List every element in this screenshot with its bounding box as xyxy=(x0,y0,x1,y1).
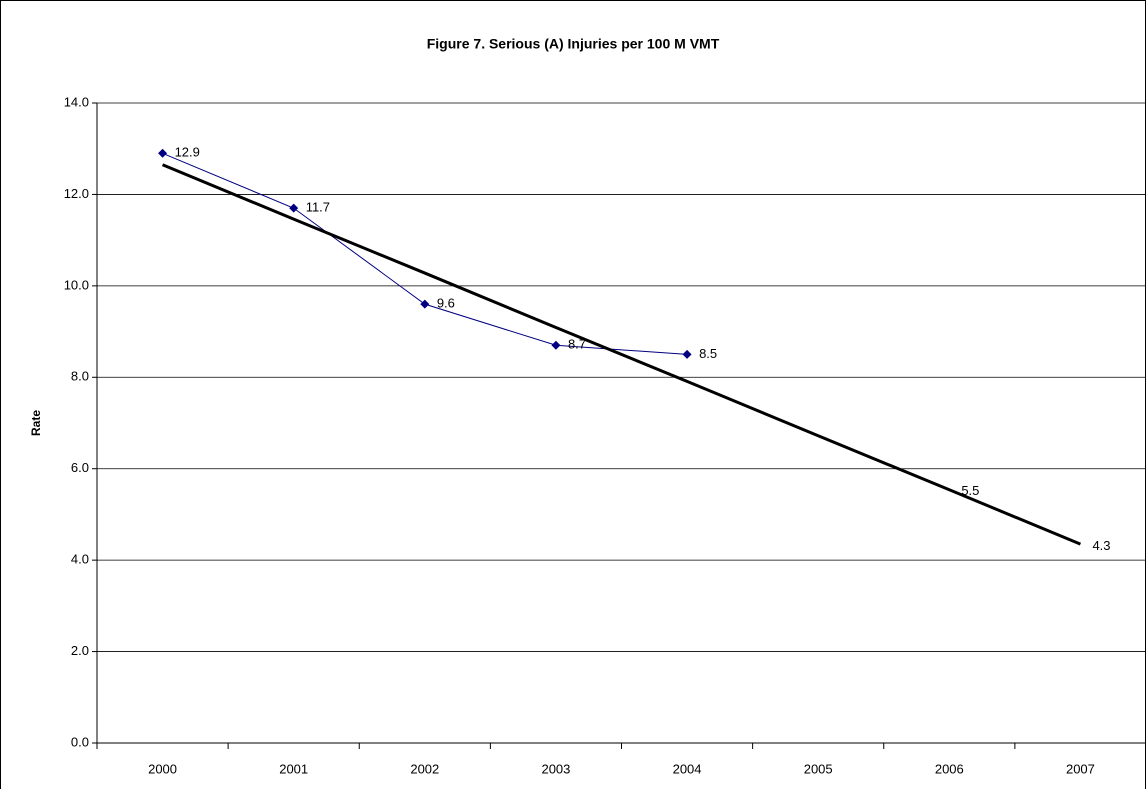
data-label: 12.9 xyxy=(175,145,200,160)
x-tick-label: 2004 xyxy=(673,761,702,776)
data-label: 9.6 xyxy=(437,296,455,311)
x-tick-label: 2001 xyxy=(279,761,308,776)
x-tick-label: 2006 xyxy=(935,761,964,776)
data-label: 8.5 xyxy=(699,346,717,361)
x-tick-label: 2005 xyxy=(804,761,833,776)
y-tick-label: 10.0 xyxy=(64,277,89,292)
data-label: 4.3 xyxy=(1092,538,1110,553)
y-tick-label: 12.0 xyxy=(64,186,89,201)
y-tick-label: 0.0 xyxy=(71,734,89,749)
x-tick-label: 2007 xyxy=(1066,761,1095,776)
data-label: 8.7 xyxy=(568,337,586,352)
y-tick-label: 8.0 xyxy=(71,369,89,384)
data-point xyxy=(420,299,430,309)
y-tick-label: 2.0 xyxy=(71,643,89,658)
data-point xyxy=(158,148,168,158)
y-axis-title: Rate xyxy=(29,410,43,436)
chart-title: Figure 7. Serious (A) Injuries per 100 M… xyxy=(427,36,720,52)
x-tick-label: 2002 xyxy=(410,761,439,776)
y-tick-label: 4.0 xyxy=(71,552,89,567)
x-tick-label: 2003 xyxy=(541,761,570,776)
data-point xyxy=(289,203,299,213)
data-point xyxy=(682,349,692,359)
y-tick-label: 14.0 xyxy=(64,94,89,109)
data-label: 11.7 xyxy=(306,200,330,215)
y-tick-label: 6.0 xyxy=(71,460,89,475)
data-point xyxy=(551,340,561,350)
series-line xyxy=(161,163,1082,546)
x-tick-label: 2000 xyxy=(148,761,177,776)
data-label: 5.5 xyxy=(961,483,979,498)
